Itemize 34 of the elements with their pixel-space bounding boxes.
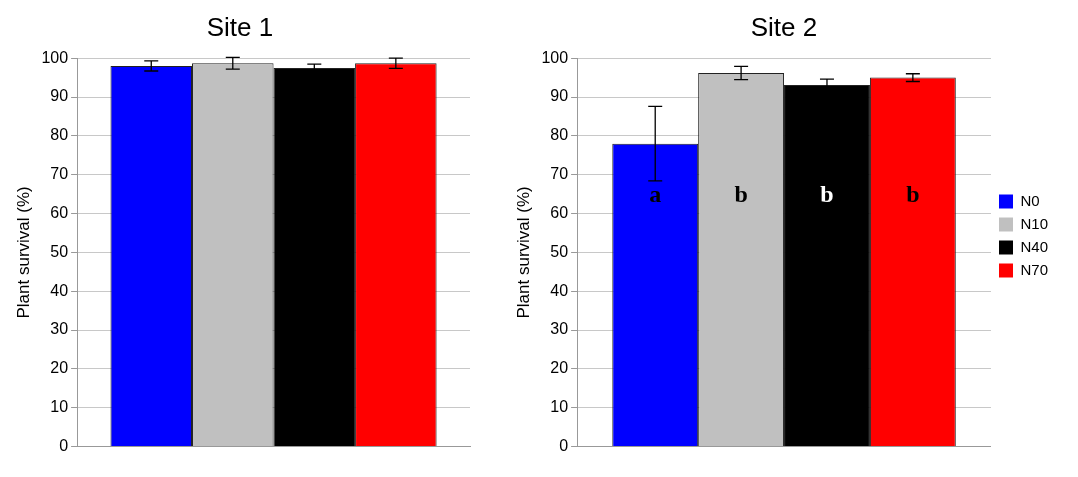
legend-label: N10	[1020, 214, 1049, 232]
annotation: a	[649, 181, 662, 208]
y-tick-label: 100	[541, 48, 569, 66]
y-tick-label: 90	[50, 87, 69, 105]
y-tick-label: 80	[550, 126, 569, 144]
y-tick-label: 20	[550, 359, 569, 377]
legend-label: N0	[1020, 191, 1040, 209]
y-tick-label: 40	[50, 281, 69, 299]
y-tick-label: 40	[550, 281, 569, 299]
chart-title: Site 1	[206, 11, 274, 42]
y-tick-label: 30	[550, 320, 569, 338]
y-tick-label: 70	[50, 165, 69, 183]
y-tick-label: 20	[50, 359, 69, 377]
y-tick-label: 60	[550, 203, 569, 221]
y-tick-label: 0	[559, 437, 569, 455]
y-tick-label: 50	[550, 242, 569, 260]
y-tick-label: 70	[550, 165, 569, 183]
legend-label: N70	[1020, 260, 1049, 278]
y-tick-label: 100	[41, 48, 69, 66]
y-tick-label: 10	[550, 398, 569, 416]
y-tick-label: 10	[50, 398, 69, 416]
y-tick-label: 60	[50, 203, 69, 221]
annotation: b	[820, 181, 834, 208]
chart-title: Site 2	[750, 11, 818, 42]
annotation: b	[734, 181, 748, 208]
y-tick-label: 80	[50, 126, 69, 144]
y-tick-label: 0	[59, 437, 69, 455]
y-axis-title: Plant survival (%)	[513, 186, 533, 319]
annotation: b	[906, 181, 920, 208]
y-axis-title: Plant survival (%)	[13, 186, 33, 319]
y-tick-label: 90	[550, 87, 569, 105]
y-tick-label: 30	[50, 320, 69, 338]
y-tick-label: 50	[50, 242, 69, 260]
legend-label: N40	[1020, 237, 1049, 255]
